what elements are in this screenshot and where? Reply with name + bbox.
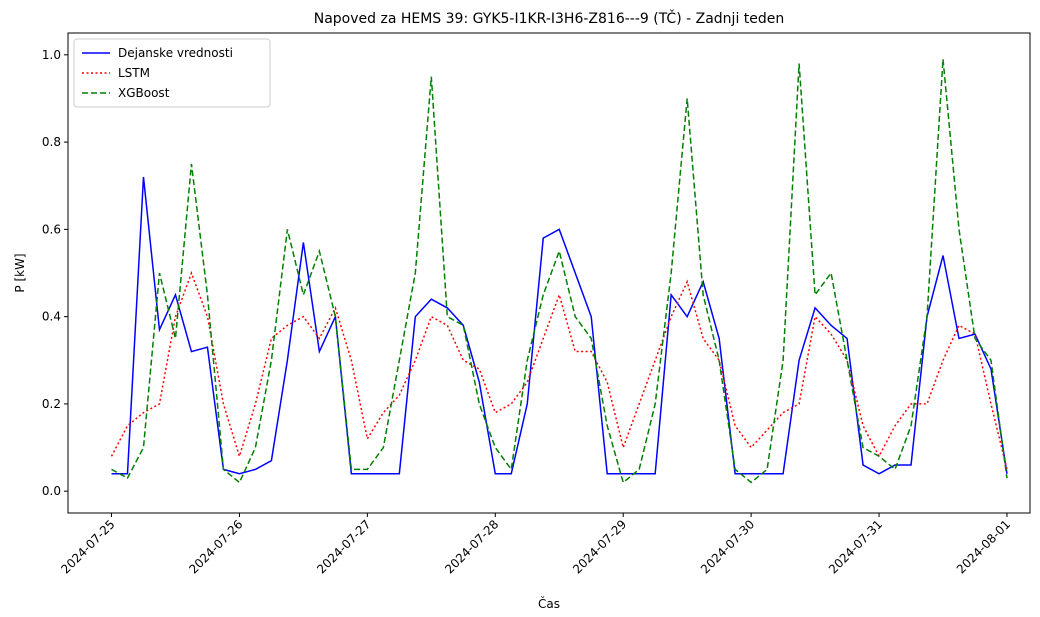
chart-title: Napoved za HEMS 39: GYK5-I1KR-I3H6-Z816-… xyxy=(314,9,785,27)
legend-label: XGBoost xyxy=(118,86,170,100)
legend-label: LSTM xyxy=(118,66,150,80)
x-axis-label: Čas xyxy=(538,596,560,611)
x-tick-label: 2024-07-31 xyxy=(826,517,885,576)
y-tick-label: 0.6 xyxy=(42,222,61,236)
x-tick-label: 2024-07-28 xyxy=(442,517,501,576)
y-tick-label: 0.2 xyxy=(42,397,61,411)
y-tick-label: 1.0 xyxy=(42,48,61,62)
x-tick-label: 2024-07-25 xyxy=(58,517,117,576)
legend-label: Dejanske vrednosti xyxy=(118,46,233,60)
y-tick-label: 0.4 xyxy=(42,310,61,324)
legend: Dejanske vrednosti LSTM XGBoost xyxy=(73,38,271,108)
y-tick-label: 0.0 xyxy=(42,484,61,498)
x-tick-label: 2024-07-27 xyxy=(314,517,373,576)
series-line xyxy=(111,176,1008,475)
legend-box xyxy=(73,38,271,108)
x-tick-label: 2024-07-26 xyxy=(186,517,245,576)
y-tick-label: 0.8 xyxy=(42,135,61,149)
series-line xyxy=(110,270,1008,470)
x-tick-label: 2024-07-29 xyxy=(570,517,629,576)
x-tick-label: 2024-08-01 xyxy=(954,517,1013,576)
series-line xyxy=(111,59,1008,484)
plot-frame xyxy=(67,32,1031,514)
y-axis-label: P [kW] xyxy=(13,253,27,292)
x-tick-label: 2024-07-30 xyxy=(698,517,757,576)
